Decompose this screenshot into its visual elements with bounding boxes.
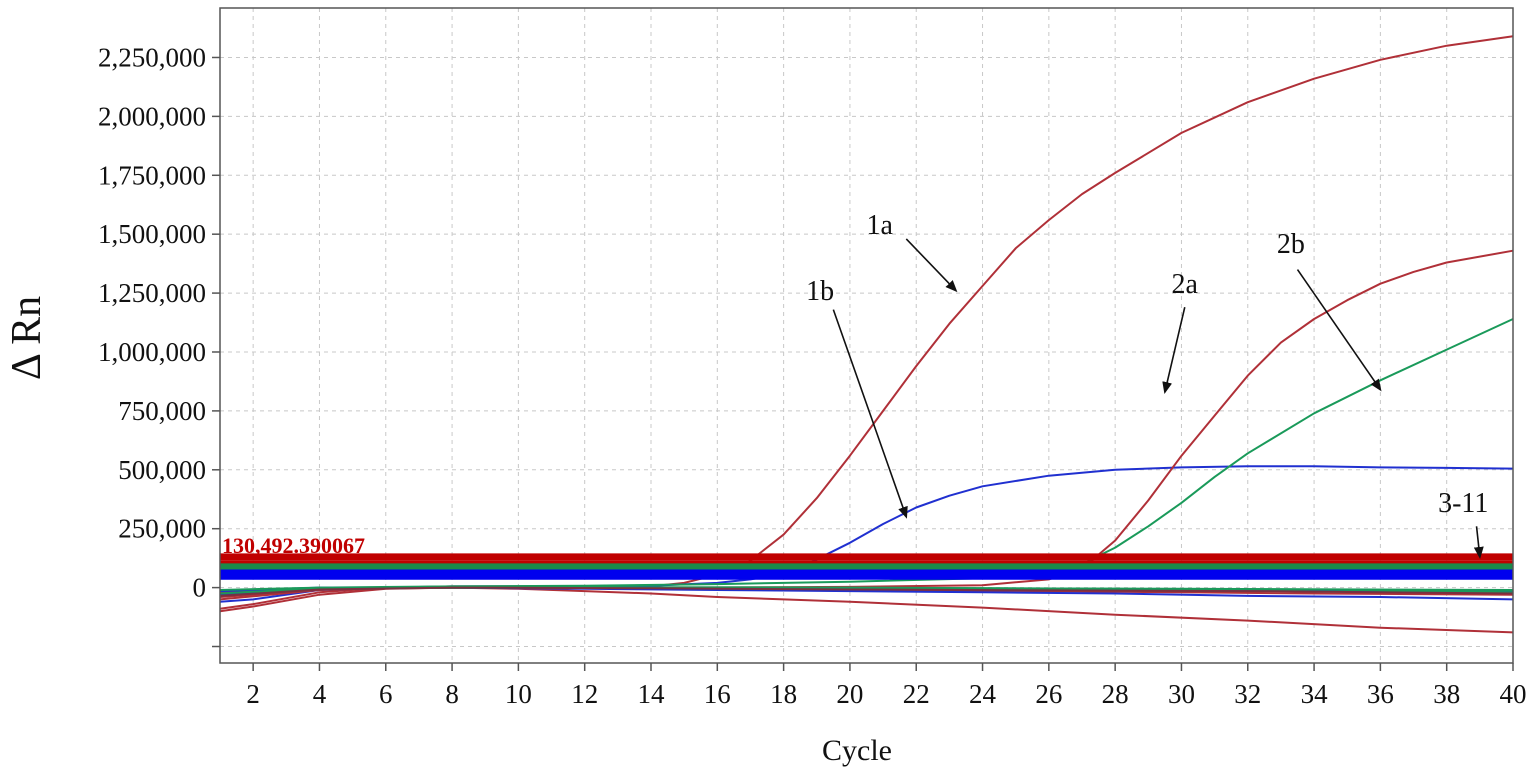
annotation-arrow bbox=[1296, 269, 1382, 392]
threshold-lines: 130,492.390067 bbox=[220, 533, 1513, 580]
x-tick-label: 38 bbox=[1433, 679, 1460, 709]
curve-1 bbox=[219, 35, 1514, 610]
x-tick-label: 24 bbox=[969, 679, 997, 709]
annotation-arrow bbox=[905, 238, 958, 293]
threshold-label: 130,492.390067 bbox=[222, 533, 365, 558]
y-tick-label: 500,000 bbox=[118, 455, 206, 485]
plot-frame bbox=[219, 7, 1514, 664]
x-tick-label: 18 bbox=[770, 679, 797, 709]
curve-annotations: 1a 1b 2a 2b 3-11 bbox=[806, 210, 1488, 559]
y-tick-label: 1,250,000 bbox=[98, 278, 206, 308]
x-tick-label: 4 bbox=[313, 679, 327, 709]
annotation-arrow bbox=[832, 309, 908, 519]
y-tick-label: 1,000,000 bbox=[98, 337, 206, 367]
x-tick-label: 28 bbox=[1102, 679, 1129, 709]
x-tick-label: 26 bbox=[1035, 679, 1062, 709]
annotation-label: 1b bbox=[806, 276, 834, 307]
annotation-label: 1a bbox=[867, 210, 894, 241]
amplification-curves bbox=[219, 35, 1514, 634]
x-tick-label: 32 bbox=[1234, 679, 1261, 709]
y-tick-label: 2,250,000 bbox=[98, 42, 206, 72]
y-tick-label: 0 bbox=[193, 573, 207, 603]
x-tick-label: 10 bbox=[505, 679, 532, 709]
x-tick-label: 2 bbox=[246, 679, 260, 709]
annotation-arrow bbox=[1473, 526, 1484, 559]
y-tick-label: 250,000 bbox=[118, 514, 206, 544]
y-axis-ticks: 2,250,000 2,000,000 1,750,000 1,500,000 1,25… bbox=[98, 42, 220, 648]
x-tick-label: 14 bbox=[638, 679, 666, 709]
y-tick-label: 2,000,000 bbox=[98, 101, 206, 131]
annotation-label: 2a bbox=[1172, 269, 1199, 300]
curve-11 bbox=[219, 586, 1514, 594]
x-tick-label: 36 bbox=[1367, 679, 1394, 709]
annotation-label: 3-11 bbox=[1438, 488, 1488, 519]
x-tick-label: 34 bbox=[1301, 679, 1329, 709]
annotation-label: 2b bbox=[1277, 229, 1305, 260]
x-axis-title: Cycle bbox=[822, 734, 892, 767]
x-tick-label: 30 bbox=[1168, 679, 1195, 709]
x-tick-label: 12 bbox=[571, 679, 598, 709]
y-tick-label: 1,750,000 bbox=[98, 160, 206, 190]
curve-5 bbox=[219, 586, 1514, 634]
x-tick-label: 20 bbox=[836, 679, 863, 709]
annotation-arrow bbox=[1162, 307, 1186, 394]
x-tick-label: 16 bbox=[704, 679, 731, 709]
y-axis-title: Δ Rn bbox=[4, 296, 50, 380]
y-tick-label: 1,500,000 bbox=[98, 219, 206, 249]
x-tick-label: 6 bbox=[379, 679, 393, 709]
x-axis-ticks: 2 4 6 8 10 12 14 16 18 20 22 24 26 28 30 32 34 36 38 40 bbox=[246, 663, 1527, 709]
plot-border bbox=[219, 7, 1514, 664]
x-tick-label: 8 bbox=[445, 679, 459, 709]
curve-3 bbox=[219, 249, 1514, 598]
x-tick-label: 22 bbox=[903, 679, 930, 709]
y-tick-label: 750,000 bbox=[118, 396, 206, 426]
curve-4 bbox=[219, 318, 1514, 596]
curve-12 bbox=[219, 586, 1514, 597]
x-tick-label: 40 bbox=[1500, 679, 1527, 709]
